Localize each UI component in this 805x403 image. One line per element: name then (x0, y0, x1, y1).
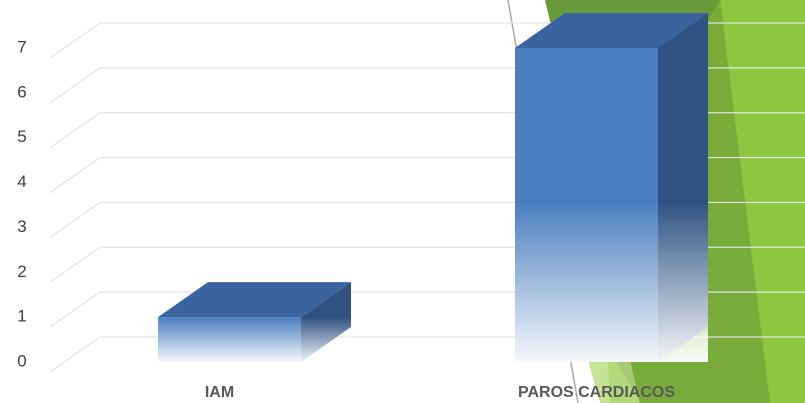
y-tick-label: 3 (17, 217, 26, 236)
y-tick-label: 7 (17, 37, 26, 56)
y-tick-label: 2 (17, 262, 26, 281)
bar-fade (515, 202, 708, 362)
x-tick-label: PAROS CARDIACOS (518, 384, 675, 401)
bar-fade (158, 317, 351, 362)
bar-top (515, 13, 708, 48)
bar-top (158, 282, 351, 318)
x-tick-label: IAM (205, 384, 234, 401)
labels: 0 1 2 3 4 5 6 7 IAM PAROS CARDIACOS (17, 37, 675, 401)
y-tick-label: 0 (17, 351, 26, 370)
y-tick-label: 4 (17, 172, 26, 191)
y-tick-label: 5 (17, 127, 26, 146)
bars (158, 13, 708, 362)
y-tick-label: 6 (17, 82, 26, 101)
y-tick-label: 1 (17, 307, 26, 326)
